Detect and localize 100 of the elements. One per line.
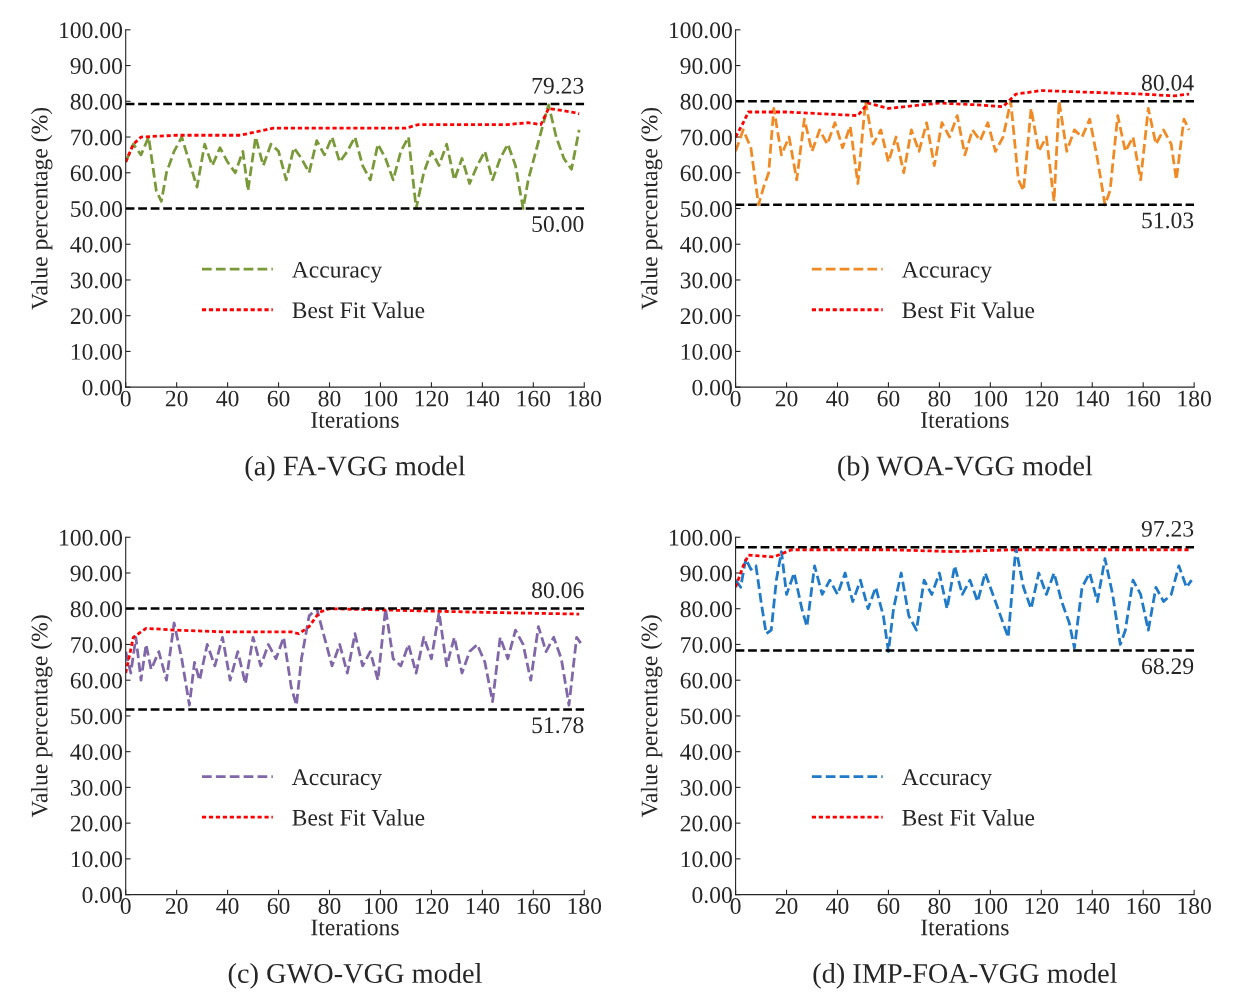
x-tick-label: 40 (216, 898, 239, 914)
text: (c) GWO-VGG model (228, 963, 482, 989)
x-tick-label: 160 (1127, 898, 1161, 914)
x-tick-label: 180 (1178, 390, 1211, 407)
x-tick-label: 60 (877, 898, 900, 914)
line-series (735, 89, 1191, 139)
x-tick-label: 40 (826, 898, 849, 914)
x-tick-label: 180 (1178, 898, 1211, 914)
x-tick-label: 140 (1076, 898, 1110, 914)
text: (d) IMP-FOA-VGG model (813, 963, 1117, 989)
y-tick-label: 30.00 (680, 272, 732, 289)
y-tick-label: 30.00 (70, 779, 123, 796)
x-tick-label: 160 (517, 898, 551, 914)
y-tick-label: 70.00 (681, 129, 732, 146)
y-tick-label: 90.00 (70, 58, 123, 75)
x-tick-label: 160 (517, 390, 551, 407)
line-series (735, 99, 1191, 207)
x-tick-label: 80 (318, 390, 341, 407)
x-tick-label: 80 (928, 390, 951, 407)
x-tick-label: 60 (267, 898, 290, 914)
x-axis-title: Iterations (311, 919, 399, 936)
legend-label: Accuracy (901, 261, 992, 283)
text: (a) FA-VGG model (245, 455, 466, 482)
x-tick-label: 100 (364, 898, 398, 914)
x-tick-label: 20 (165, 390, 188, 407)
x-tick-label: 0 (730, 898, 741, 914)
ref-line-label: 51.03 (1142, 212, 1194, 229)
legend-label: Best Fit Value (292, 301, 425, 319)
ref-line-label: 80.04 (1141, 74, 1194, 91)
x-axis-title: Iterations (311, 412, 399, 428)
y-tick-label: 100.00 (669, 529, 732, 546)
line-series (735, 546, 1193, 653)
x-tick-label: 140 (466, 898, 500, 914)
y-tick-label: 30.00 (70, 272, 123, 289)
y-tick-label: 10.00 (71, 851, 123, 868)
y-tick-label: 20.00 (680, 815, 732, 832)
y-tick-label: 80.00 (70, 601, 123, 618)
y-tick-label: 50.00 (71, 200, 123, 218)
y-tick-label: 100.00 (669, 22, 732, 39)
y-tick-label: 80.00 (680, 601, 732, 618)
y-axis-title: Value percentage (%) (30, 615, 53, 818)
x-tick-label: 0 (120, 390, 131, 407)
y-tick-label: 70.00 (71, 636, 123, 653)
x-tick-label: 120 (1025, 390, 1059, 407)
x-tick-label: 120 (415, 898, 449, 914)
y-tick-label: 20.00 (70, 308, 123, 325)
y-tick-label: 100.00 (60, 529, 123, 546)
y-tick-label: 90.00 (680, 565, 732, 582)
y-tick-label: 30.00 (680, 779, 732, 796)
x-tick-label: 60 (877, 390, 900, 407)
ref-line-label: 68.29 (1142, 658, 1194, 675)
line-series (125, 107, 581, 164)
legend-label: Accuracy (291, 769, 383, 791)
x-tick-label: 60 (267, 390, 290, 407)
line-series (125, 607, 581, 675)
x-tick-label: 80 (318, 898, 341, 914)
line-series (735, 548, 1191, 589)
x-tick-label: 0 (120, 898, 131, 914)
y-tick-label: 40.00 (70, 236, 123, 253)
y-tick-label: 70.00 (71, 129, 123, 146)
legend-label: Best Fit Value (292, 809, 425, 826)
text: (b) WOA-VGG model (838, 455, 1093, 482)
y-tick-label: 50.00 (681, 200, 732, 218)
y-tick-label: 10.00 (681, 851, 732, 868)
y-tick-label: 20.00 (680, 308, 732, 325)
x-tick-label: 40 (826, 390, 849, 407)
x-tick-label: 100 (974, 390, 1008, 407)
y-tick-label: 60.00 (70, 672, 123, 689)
ref-line-label: 80.06 (532, 582, 584, 599)
x-tick-label: 20 (165, 898, 188, 914)
y-tick-label: 20.00 (70, 815, 123, 832)
x-tick-label: 180 (568, 898, 602, 914)
y-tick-label: 40.00 (680, 744, 732, 761)
x-tick-label: 100 (974, 898, 1008, 914)
y-tick-label: 40.00 (680, 236, 732, 253)
y-tick-label: 80.00 (70, 93, 123, 110)
legend-label: Best Fit Value (902, 809, 1035, 826)
y-tick-label: 0.00 (692, 379, 732, 396)
x-tick-label: 120 (415, 390, 449, 407)
y-tick-label: 10.00 (681, 343, 732, 360)
x-tick-label: 20 (775, 390, 798, 407)
y-tick-label: 0.00 (692, 887, 732, 904)
x-tick-label: 80 (928, 898, 951, 914)
y-tick-label: 90.00 (70, 565, 123, 582)
y-axis-title: Value percentage (%) (30, 107, 53, 310)
x-tick-label: 160 (1127, 390, 1161, 407)
ref-line-label: 51.78 (532, 717, 584, 734)
y-axis-title: Value percentage (%) (640, 107, 663, 310)
legend-label: Best Fit Value (902, 301, 1035, 319)
y-tick-label: 0.00 (82, 379, 123, 396)
ref-line-label: 79.23 (532, 77, 584, 94)
y-tick-label: 60.00 (680, 165, 732, 182)
x-tick-label: 100 (364, 390, 398, 407)
y-tick-label: 60.00 (680, 672, 732, 689)
x-tick-label: 140 (1076, 390, 1110, 407)
x-tick-label: 0 (730, 390, 741, 407)
x-tick-label: 140 (466, 390, 500, 407)
y-tick-label: 70.00 (681, 636, 732, 653)
ref-line-label: 50.00 (532, 216, 584, 233)
y-tick-label: 80.00 (680, 93, 732, 110)
